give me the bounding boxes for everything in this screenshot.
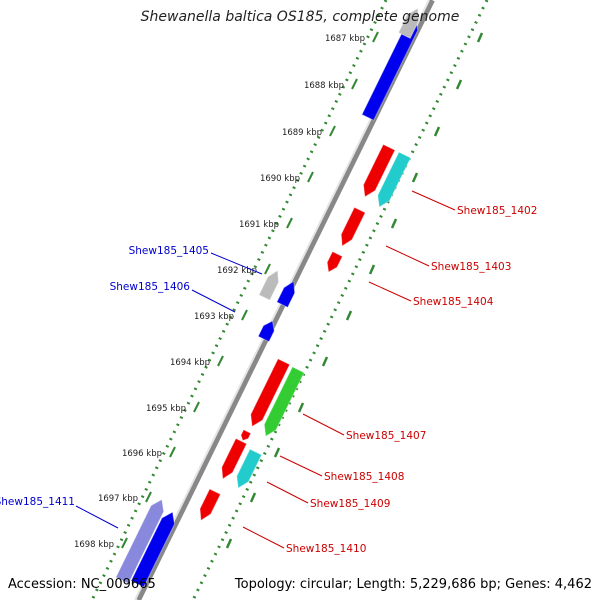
- gene-label[interactable]: Shew185_1409: [310, 498, 390, 510]
- gene-label[interactable]: Shew185_1407: [346, 430, 426, 442]
- gene-label-leader: [385, 245, 430, 267]
- outer-tick-mark: [455, 79, 463, 90]
- genome-summary-text: Topology: circular; Length: 5,229,686 bp…: [234, 577, 592, 592]
- gene-arrow-reverse: [240, 429, 251, 441]
- gene-arrow-forward-edge: [130, 511, 176, 588]
- gene-arrow-reverse: [327, 251, 343, 272]
- kbp-tick-mark: [121, 537, 128, 549]
- gene-label[interactable]: Shew185_1402: [457, 205, 537, 217]
- gene-label[interactable]: Shew185_1408: [324, 471, 404, 483]
- gene-arrow-reverse: [341, 207, 366, 246]
- gene-arrow-forward: [258, 321, 275, 342]
- gene-block-green: [264, 366, 305, 437]
- gene-label[interactable]: Shew185_1403: [431, 261, 511, 273]
- gene-label-leader: [266, 481, 309, 504]
- gene-arrow-reverse-edge: [221, 437, 248, 480]
- gene-arrow-reverse-edge: [250, 358, 291, 428]
- gene-arrow-reverse: [250, 358, 290, 427]
- kbp-tick-label: 1696 kbp: [122, 449, 162, 459]
- gene-label-leader: [279, 455, 323, 477]
- kbp-tick-mark: [217, 355, 224, 367]
- kbp-tick-label: 1688 kbp: [304, 81, 344, 91]
- outer-tick-mark: [225, 538, 233, 549]
- gene-arrow-gray-edge: [258, 269, 280, 301]
- gene-arrow-forward: [361, 18, 418, 121]
- kbp-tick-label: 1687 kbp: [325, 34, 365, 44]
- gene-arrow-reverse-edge: [240, 429, 252, 442]
- kbp-tick-mark: [193, 401, 200, 413]
- outer-tick-mark: [390, 218, 398, 229]
- kbp-tick-mark: [372, 31, 379, 43]
- gene-label-leader: [242, 526, 285, 549]
- kbp-tick-label: 1698 kbp: [74, 540, 114, 550]
- outer-tick-mark: [345, 310, 353, 321]
- gene-arrow-reverse-edge: [340, 206, 366, 247]
- kbp-tick-mark: [286, 217, 293, 229]
- gene-label-leader: [210, 252, 263, 275]
- kbp-tick-mark: [351, 78, 358, 90]
- gene-arrow-forward: [131, 512, 175, 587]
- gene-arrow-forward-edge: [276, 280, 296, 308]
- gene-arrow-forward-edge: [257, 320, 275, 343]
- gene-label-leader: [302, 413, 345, 436]
- gene-block-green-edge: [263, 366, 305, 438]
- gene-block-cyan-edge: [377, 151, 412, 208]
- kbp-tick-mark: [264, 263, 271, 275]
- kbp-tick-label: 1695 kbp: [146, 404, 186, 414]
- gene-arrow-reverse: [221, 438, 247, 479]
- gene-label[interactable]: Shew185_1411: [0, 496, 75, 508]
- gene-label-leader: [191, 289, 236, 313]
- outer-tick-mark: [273, 447, 281, 458]
- kbp-tick-label: 1692 kbp: [217, 266, 257, 276]
- gene-label[interactable]: Shew185_1406: [110, 281, 191, 293]
- gene-arrow-forward-gray: [398, 8, 420, 39]
- kbp-tick-label: 1693 kbp: [194, 312, 234, 322]
- gene-label-leader: [411, 190, 456, 211]
- kbp-tick-mark: [241, 309, 248, 321]
- gene-arrow-forward-purple: [115, 499, 164, 584]
- gene-arrow-reverse-edge: [326, 250, 344, 273]
- kbp-tick-label: 1694 kbp: [170, 358, 210, 368]
- gene-block-cyan: [377, 152, 411, 208]
- kbp-tick-mark: [307, 171, 314, 183]
- gene-arrow-forward-gray-edge: [397, 7, 420, 39]
- gene-label[interactable]: Shew185_1404: [413, 296, 494, 308]
- kbp-tick-label: 1697 kbp: [98, 494, 138, 504]
- kbp-tick-mark: [169, 446, 176, 458]
- kbp-tick-mark: [329, 125, 336, 137]
- gene-arrow-reverse: [199, 488, 221, 521]
- gene-arrow-forward-purple-edge: [115, 498, 165, 585]
- gene-arrow-reverse-edge: [362, 143, 396, 198]
- gene-label-leader: [75, 505, 119, 529]
- outer-tick-mark: [368, 264, 376, 275]
- outer-tick-mark: [249, 492, 257, 503]
- map-title: Shewanella baltica OS185, complete genom…: [140, 9, 460, 25]
- accession-text: Accession: NC_009665: [8, 577, 156, 592]
- kbp-tick-mark: [145, 491, 152, 503]
- gene-block-cyan: [236, 449, 262, 488]
- gene-arrow-forward: [276, 281, 295, 308]
- gene-label[interactable]: Shew185_1405: [129, 245, 209, 257]
- gene-arrow-reverse-edge: [199, 488, 222, 522]
- outer-tick-mark: [476, 32, 484, 43]
- gene-label-leader: [368, 281, 412, 302]
- kbp-tick-label: 1690 kbp: [260, 174, 300, 184]
- outer-tick-mark: [433, 126, 441, 137]
- outer-tick-mark: [321, 356, 329, 367]
- kbp-tick-label: 1691 kbp: [239, 220, 279, 230]
- kbp-tick-label: 1689 kbp: [282, 128, 322, 138]
- gene-arrow-gray: [259, 270, 279, 301]
- outer-tick-mark: [297, 402, 305, 413]
- outer-tick-mark: [411, 172, 419, 183]
- gene-arrow-reverse: [363, 144, 395, 197]
- gene-label[interactable]: Shew185_1410: [286, 543, 366, 555]
- gene-block-cyan-edge: [236, 448, 263, 489]
